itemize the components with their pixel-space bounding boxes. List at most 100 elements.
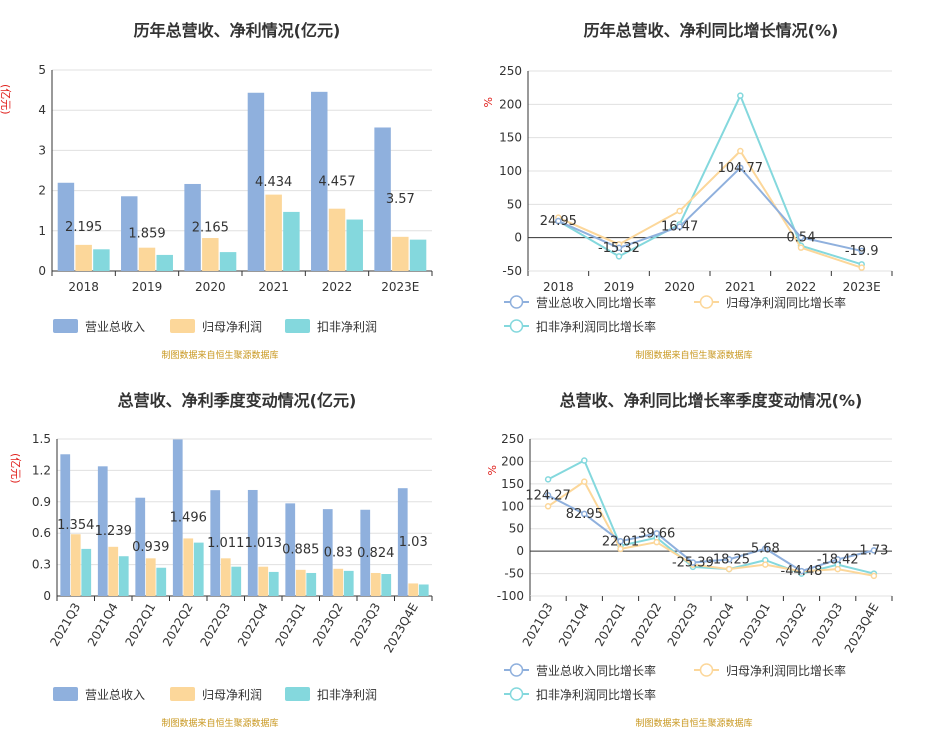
series-point — [653, 530, 660, 537]
legend-swatch-marker — [509, 687, 524, 701]
bar-deducted-net-profit — [156, 254, 173, 271]
source-note: 制图数据来自恒生聚源数据库 — [161, 349, 278, 361]
y-tick-label: 0.3 — [32, 558, 51, 572]
legend-label: 归母净利润 — [202, 688, 262, 702]
x-tick-label: 2022Q4 — [701, 601, 737, 649]
data-label: 1.03 — [399, 535, 428, 550]
series-point — [834, 565, 841, 573]
data-label: 1.239 — [95, 524, 132, 539]
y-tick-label: 100 — [499, 164, 522, 178]
data-label: 1.354 — [57, 518, 94, 533]
bar-deducted-net-profit — [231, 566, 242, 596]
y-tick-label: 200 — [499, 97, 522, 111]
series-point — [676, 207, 683, 215]
legend-label: 扣非净利润 — [317, 320, 377, 334]
bar-deducted-net-profit — [283, 211, 300, 271]
y-tick-label: 150 — [501, 477, 524, 491]
bar-revenue — [311, 91, 328, 271]
bar-revenue — [247, 92, 265, 271]
legend-label: 归母净利润同比增长率 — [726, 295, 846, 310]
y-tick-label: 0 — [516, 544, 524, 558]
y-tick-label: 0.9 — [32, 495, 51, 509]
legend-label: 营业总收入同比增长率 — [536, 663, 656, 678]
data-label: 0.824 — [357, 546, 394, 561]
x-tick-label: 2022Q1 — [592, 601, 628, 649]
series-point — [762, 545, 769, 552]
data-label: 104.77 — [718, 161, 764, 176]
quarterly-revenue-profit-bar-chart: 总营收、净利季度变动情况(亿元) (亿元) 0 0.3 0.6 0.9 1.2 1.5 2021… — [9, 391, 433, 729]
x-tick-label: 2023Q1 — [272, 601, 308, 649]
bar-revenue — [397, 488, 408, 596]
bar-deducted-net-profit — [93, 249, 110, 271]
series-point — [617, 545, 624, 553]
data-label: -19.9 — [845, 244, 879, 259]
series-point — [737, 92, 744, 99]
data-label: 1.73 — [859, 543, 888, 558]
x-tick-label: 2019 — [132, 280, 163, 294]
y-tick-label: 2 — [38, 184, 46, 198]
data-label: -44.48 — [781, 564, 823, 579]
series-point — [617, 538, 624, 545]
x-tick-label: 2022Q2 — [160, 601, 196, 649]
data-label: -18.25 — [708, 552, 750, 567]
bar-deducted-net-profit — [193, 542, 204, 596]
x-tick-label: 2023Q2 — [310, 601, 346, 649]
y-tick-label: 150 — [499, 131, 522, 145]
x-tick-label: 2023Q4E — [842, 601, 882, 656]
y-tick-label: 200 — [501, 454, 524, 468]
bar-deducted-net-profit — [306, 572, 317, 596]
bar-parent-net-profit — [145, 558, 156, 596]
series-point — [798, 567, 805, 575]
data-label: 3.57 — [386, 192, 415, 207]
data-label: 1.859 — [128, 227, 165, 242]
data-label: 1.011 — [207, 536, 244, 551]
data-label: 39.66 — [638, 526, 675, 541]
bar-parent-net-profit — [202, 238, 219, 271]
bar-revenue — [247, 489, 258, 596]
series-point — [737, 164, 744, 172]
x-tick-label: 2021Q3 — [520, 601, 556, 649]
y-tick-label: -100 — [497, 589, 524, 603]
bar-deducted-net-profit — [381, 574, 392, 596]
y-tick-label: 0 — [43, 589, 51, 603]
data-label: 2.165 — [192, 220, 229, 235]
legend-label: 扣非净利润同比增长率 — [536, 687, 656, 702]
legend-label: 归母净利润 — [202, 320, 262, 334]
data-label: -15.32 — [598, 241, 640, 256]
chart-title: 总营收、净利季度变动情况(亿元) — [118, 391, 357, 410]
bar-parent-net-profit — [70, 534, 81, 596]
data-label: 0.54 — [787, 230, 816, 245]
data-label: 4.457 — [318, 174, 355, 189]
series-line-revenue-growth — [547, 494, 875, 573]
data-label: 22.01 — [602, 534, 639, 549]
y-tick-label: 50 — [509, 522, 524, 536]
x-tick-label: 2018 — [543, 280, 574, 294]
x-tick-label: 2018 — [68, 280, 99, 294]
series-point — [797, 244, 805, 251]
x-tick-label: 2022Q4 — [235, 601, 271, 649]
series-point — [762, 561, 769, 568]
y-tick-label: 250 — [499, 64, 522, 78]
legend-swatch-marker — [699, 295, 714, 309]
x-tick-label: 2020 — [664, 280, 695, 294]
data-label: 1.013 — [245, 536, 282, 551]
x-tick-label: 2022Q3 — [197, 601, 233, 649]
bar-parent-net-profit — [183, 538, 194, 596]
y-tick-label: 0.6 — [32, 526, 51, 540]
chart-title: 历年总营收、净利同比增长情况(%) — [584, 21, 839, 40]
y-tick-label: -50 — [502, 264, 522, 278]
legend-swatch-marker — [699, 663, 714, 677]
series-point — [615, 253, 623, 260]
data-label: 4.434 — [255, 175, 292, 190]
data-label: 16.47 — [661, 220, 698, 235]
source-note: 制图数据来自恒生聚源数据库 — [635, 717, 752, 729]
data-label: 0.939 — [132, 540, 169, 555]
x-tick-label: 2021Q3 — [47, 601, 83, 649]
bar-parent-net-profit — [333, 568, 344, 596]
bar-parent-net-profit — [108, 546, 119, 596]
y-tick-label: 1.2 — [32, 463, 51, 477]
x-tick-label: 2023E — [381, 280, 419, 294]
legend-label: 营业总收入 — [85, 320, 145, 334]
data-label: 82.95 — [566, 507, 603, 522]
